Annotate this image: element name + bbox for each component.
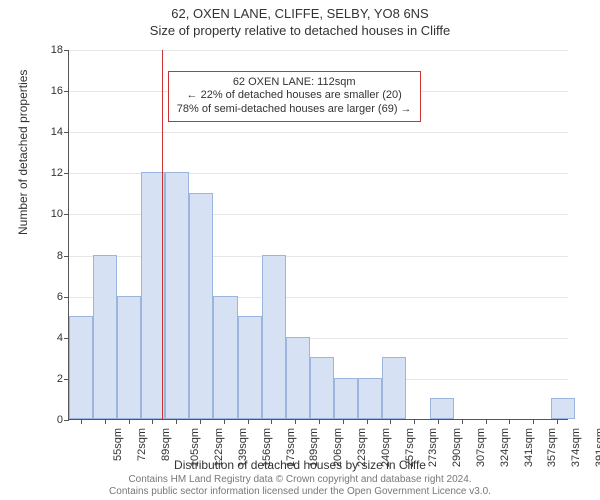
histogram-bar xyxy=(238,316,262,419)
y-tick xyxy=(64,214,69,215)
y-tick xyxy=(64,50,69,51)
y-tick-label: 6 xyxy=(39,291,63,303)
x-tick xyxy=(176,419,177,424)
annotation-line1: 62 OXEN LANE: 112sqm xyxy=(177,76,412,90)
y-tick xyxy=(64,256,69,257)
x-tick xyxy=(105,419,106,424)
annotation-line3: 78% of semi-detached houses are larger (… xyxy=(177,103,412,117)
y-tick-label: 14 xyxy=(39,126,63,138)
footer-line2: Contains public sector information licen… xyxy=(0,486,600,498)
histogram-bar xyxy=(189,193,213,419)
y-tick-label: 16 xyxy=(39,85,63,97)
x-tick xyxy=(367,419,368,424)
x-axis-title: Distribution of detached houses by size … xyxy=(0,458,600,472)
y-tick-label: 10 xyxy=(39,208,63,220)
y-tick xyxy=(64,132,69,133)
x-tick xyxy=(295,419,296,424)
title-subtitle: Size of property relative to detached ho… xyxy=(0,23,600,38)
x-tick xyxy=(200,419,201,424)
footer-line1: Contains HM Land Registry data © Crown c… xyxy=(0,474,600,486)
histogram-bar xyxy=(286,337,310,419)
x-tick xyxy=(224,419,225,424)
y-tick xyxy=(64,91,69,92)
annotation-line2: ← 22% of detached houses are smaller (20… xyxy=(177,89,412,103)
annotation-box: 62 OXEN LANE: 112sqm← 22% of detached ho… xyxy=(168,71,421,122)
x-tick xyxy=(81,419,82,424)
footer-attribution: Contains HM Land Registry data © Crown c… xyxy=(0,474,600,498)
title-block: 62, OXEN LANE, CLIFFE, SELBY, YO8 6NS Si… xyxy=(0,6,600,38)
x-tick-label: 72sqm xyxy=(136,428,148,461)
x-tick xyxy=(248,419,249,424)
grid-line xyxy=(69,132,568,133)
y-tick-label: 4 xyxy=(39,332,63,344)
y-tick-label: 12 xyxy=(39,167,63,179)
x-tick xyxy=(533,419,534,424)
x-tick xyxy=(462,419,463,424)
x-tick xyxy=(557,419,558,424)
histogram-bar xyxy=(382,357,406,419)
x-tick xyxy=(486,419,487,424)
histogram-bar xyxy=(551,398,575,419)
histogram-bar xyxy=(310,357,334,419)
title-address: 62, OXEN LANE, CLIFFE, SELBY, YO8 6NS xyxy=(0,6,600,21)
histogram-bar xyxy=(69,316,93,419)
x-tick xyxy=(414,419,415,424)
histogram-bar xyxy=(358,378,382,419)
y-tick-label: 8 xyxy=(39,250,63,262)
y-tick xyxy=(64,173,69,174)
y-axis-title: Number of detached properties xyxy=(16,70,30,235)
chart-container: 62, OXEN LANE, CLIFFE, SELBY, YO8 6NS Si… xyxy=(0,0,600,500)
reference-line xyxy=(162,50,163,419)
x-tick xyxy=(152,419,153,424)
histogram-bar xyxy=(334,378,358,419)
histogram-bar xyxy=(165,172,189,419)
x-tick-label: 89sqm xyxy=(160,428,172,461)
grid-line xyxy=(69,50,568,51)
histogram-bar xyxy=(117,296,141,419)
x-tick xyxy=(319,419,320,424)
plot-area: 02468101214161862 OXEN LANE: 112sqm← 22%… xyxy=(68,50,568,420)
x-tick xyxy=(438,419,439,424)
x-tick xyxy=(509,419,510,424)
y-tick-label: 2 xyxy=(39,373,63,385)
y-tick xyxy=(64,297,69,298)
y-tick xyxy=(64,420,69,421)
histogram-bar xyxy=(262,255,286,419)
y-tick-label: 18 xyxy=(39,44,63,56)
histogram-bar xyxy=(213,296,237,419)
x-tick xyxy=(390,419,391,424)
x-tick-label: 55sqm xyxy=(112,428,124,461)
histogram-bar xyxy=(430,398,454,419)
x-tick xyxy=(129,419,130,424)
x-tick xyxy=(343,419,344,424)
x-tick xyxy=(271,419,272,424)
y-tick-label: 0 xyxy=(39,414,63,426)
histogram-bar xyxy=(93,255,117,419)
